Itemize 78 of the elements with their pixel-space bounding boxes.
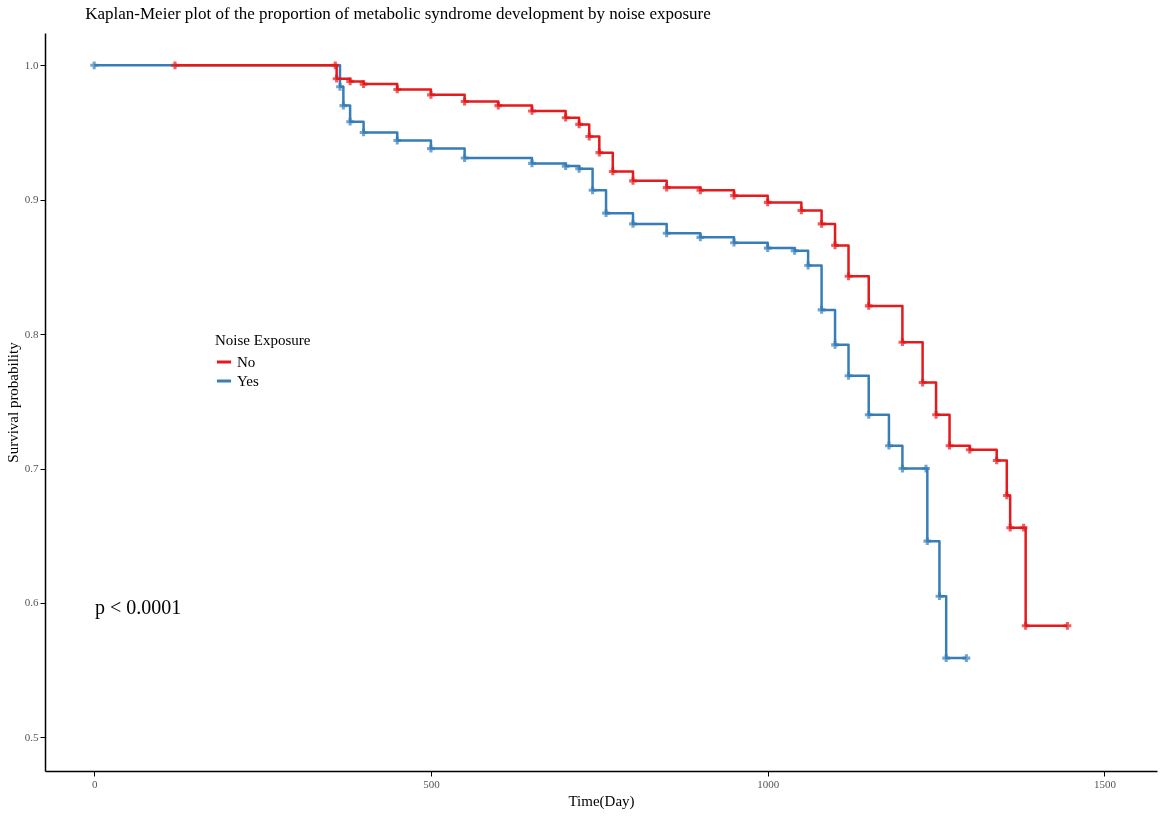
point (763, 198, 772, 207)
x-axis-title: Time(Day) (568, 792, 635, 810)
point (602, 209, 610, 217)
point (528, 159, 536, 168)
legend-title: Noise Exposure (215, 332, 311, 348)
point (763, 244, 772, 252)
point (359, 80, 368, 88)
x-tick-label: 0 (91, 777, 98, 790)
point (817, 306, 826, 314)
y-tick-label: 0.8 (24, 327, 39, 340)
point (945, 441, 954, 450)
y-tick-label: 0.6 (24, 596, 39, 609)
point (460, 154, 469, 162)
point (393, 136, 402, 145)
point (629, 220, 637, 228)
point (864, 302, 873, 310)
point (393, 85, 402, 94)
point (965, 445, 974, 454)
point (804, 261, 812, 270)
x-tick-label: 500 (423, 777, 441, 790)
point (346, 117, 354, 126)
y-tick-label: 0.5 (24, 730, 39, 743)
point (817, 220, 826, 228)
y-axis-title: Survival probability (4, 341, 21, 463)
point (932, 410, 940, 419)
point (494, 101, 503, 110)
point (427, 90, 435, 99)
point (885, 441, 893, 450)
point (1006, 523, 1015, 532)
point (561, 162, 570, 170)
chart-title: Kaplan-Meier plot of the proportion of metabolic syndrome development by noise exposure (85, 4, 711, 23)
point (575, 164, 583, 173)
point (528, 107, 536, 115)
point (588, 186, 597, 195)
point (864, 410, 873, 419)
point (922, 464, 930, 473)
point (575, 120, 583, 129)
point (595, 148, 604, 157)
y-tick-label: 1.0 (24, 58, 39, 71)
point (608, 167, 617, 176)
point (1021, 621, 1030, 630)
point (831, 341, 839, 349)
point (1002, 491, 1011, 500)
point (696, 186, 705, 195)
point (662, 229, 671, 238)
point (790, 246, 799, 255)
legend-label: No (237, 354, 256, 370)
point (629, 177, 637, 185)
point (962, 654, 971, 662)
point (923, 537, 932, 545)
point (662, 183, 671, 192)
point (898, 338, 907, 347)
point (90, 61, 99, 70)
point (336, 82, 344, 91)
point (331, 61, 340, 70)
x-tick-label: 1000 (757, 777, 780, 790)
point (585, 132, 594, 141)
x-tick-label: 1500 (1093, 777, 1117, 790)
point (1019, 523, 1028, 532)
annotation: p < 0.0001 (95, 596, 182, 619)
point (346, 77, 354, 86)
point (935, 592, 944, 601)
point (171, 61, 179, 70)
legend-label: Yes (237, 373, 259, 389)
point (730, 238, 738, 247)
point (844, 272, 853, 281)
y-tick-label: 0.9 (24, 193, 39, 206)
point (696, 233, 705, 242)
point (332, 74, 341, 83)
point (942, 654, 951, 662)
point (844, 371, 853, 380)
point (561, 113, 570, 122)
point (831, 241, 839, 250)
point (730, 191, 738, 200)
point (992, 456, 1001, 465)
point (427, 144, 435, 153)
y-tick-label: 0.7 (24, 462, 39, 475)
point (1063, 621, 1072, 630)
